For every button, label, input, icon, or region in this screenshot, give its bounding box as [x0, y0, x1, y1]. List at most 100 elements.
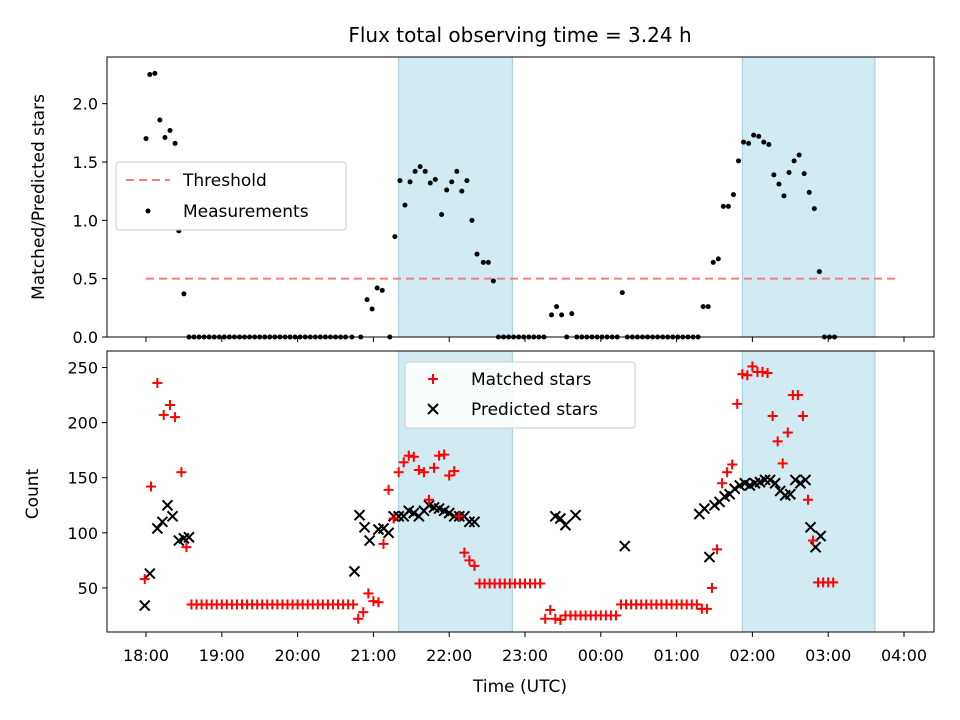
- x-tick-label: 20:00: [275, 646, 321, 665]
- measurement-point: [167, 128, 173, 133]
- measurement-point: [364, 297, 370, 303]
- predicted-marker: [363, 534, 376, 547]
- matched-marker: [176, 467, 187, 478]
- x-tick-label: 03:00: [805, 646, 851, 665]
- matched-marker: [762, 368, 773, 379]
- measurement-point: [559, 312, 565, 318]
- matched-markers: [139, 361, 839, 625]
- cross-stroke-b: [438, 505, 450, 517]
- bottom-plot-frame: [106, 350, 935, 633]
- matched-marker: [383, 484, 394, 495]
- cross-stroke-b: [759, 474, 771, 486]
- cross-stroke-b: [559, 519, 572, 531]
- cross-stroke-b: [554, 512, 567, 525]
- matched-marker: [158, 409, 169, 420]
- predicted-marker: [166, 510, 179, 523]
- measurement-point: [751, 132, 757, 138]
- cross-stroke-b: [348, 565, 361, 578]
- matched-marker: [742, 370, 753, 381]
- cross-stroke-b: [789, 474, 802, 486]
- legend-matched-swatch: [428, 374, 438, 384]
- predicted-marker: [156, 516, 169, 528]
- measurement-point: [374, 285, 380, 291]
- cross-stroke-b: [794, 477, 807, 489]
- y-tick-label: 0.0: [73, 328, 98, 347]
- predicted-marker: [804, 521, 817, 534]
- legend-predicted-swatch: [427, 403, 439, 415]
- cross-stroke-b: [392, 510, 405, 523]
- legend-matched-label: Matched stars: [471, 370, 591, 390]
- cross-stroke-b: [423, 499, 435, 511]
- matched-marker: [449, 466, 460, 477]
- cross-stroke-b: [156, 516, 169, 528]
- top-y-axis-label: Matched/Predicted stars: [29, 94, 49, 300]
- top-x-tick-marks: [145, 337, 905, 342]
- matched-marker: [398, 457, 409, 468]
- matched-marker: [423, 494, 434, 505]
- cross-stroke-b: [151, 522, 164, 535]
- measurement-point: [444, 187, 450, 193]
- matched-marker: [373, 597, 384, 608]
- cross-stroke-b: [764, 474, 776, 486]
- bottom-panel: 50 100 150 200 250 18:00 19:00 20:00 21:00 22:00…: [23, 350, 935, 697]
- cross-stroke-b: [183, 531, 195, 543]
- x-tick-label: 02:00: [729, 646, 775, 665]
- cross-stroke-b: [443, 507, 455, 519]
- matched-marker: [550, 613, 561, 624]
- predicted-marker: [559, 519, 572, 531]
- x-tick-label: 19:00: [199, 646, 245, 665]
- measurement-point: [776, 181, 782, 187]
- cross-stroke-b: [144, 567, 156, 580]
- measurement-point: [392, 234, 398, 240]
- predicted-marker: [151, 522, 164, 535]
- measurement-point: [459, 188, 465, 194]
- matched-marker: [348, 599, 359, 610]
- predicted-marker: [799, 474, 812, 486]
- cross-stroke-b: [166, 510, 179, 523]
- predicted-marker: [569, 509, 582, 521]
- measurement-point: [715, 256, 721, 262]
- predicted-marker: [139, 599, 151, 612]
- cross-stroke-b: [729, 483, 741, 495]
- cross-stroke-b: [428, 501, 440, 514]
- matched-marker: [732, 398, 743, 409]
- predicted-marker: [698, 502, 711, 515]
- measurement-point: [736, 158, 742, 164]
- cross-stroke-b: [698, 502, 711, 515]
- matched-marker: [792, 390, 803, 401]
- matched-marker: [701, 603, 712, 614]
- predicted-marker: [382, 527, 395, 539]
- cross-stroke-b: [448, 510, 460, 523]
- predicted-marker: [358, 521, 371, 534]
- matched-marker: [535, 578, 546, 589]
- matched-marker: [540, 613, 551, 624]
- y-tick-label: 2.0: [73, 95, 98, 114]
- predicted-marker: [759, 474, 771, 486]
- matched-marker: [722, 467, 733, 478]
- cross-stroke-b: [139, 599, 151, 612]
- matched-marker: [388, 513, 399, 524]
- measurement-point: [781, 193, 787, 199]
- bottom-y-axis-label: Count: [23, 468, 43, 519]
- measurement-point: [397, 178, 403, 184]
- measurement-point: [379, 287, 385, 293]
- legend-threshold-label: Threshold: [182, 171, 267, 191]
- measurement-point: [549, 312, 555, 318]
- predicted-marker: [794, 477, 807, 489]
- matched-marker: [737, 369, 748, 380]
- measurement-point: [619, 290, 625, 296]
- cross-stroke-b: [353, 509, 366, 521]
- cross-stroke-b: [619, 540, 631, 552]
- cross-stroke-b: [433, 502, 445, 515]
- matched-marker: [454, 511, 465, 522]
- predicted-marker: [392, 510, 405, 523]
- measurement-point: [422, 168, 428, 174]
- matched-marker: [459, 547, 470, 558]
- matched-marker: [358, 607, 369, 618]
- measurement-point: [402, 202, 408, 208]
- y-tick-label: 1.5: [73, 153, 98, 172]
- predicted-marker: [619, 540, 631, 552]
- measurement-point: [157, 117, 163, 123]
- predicted-marker: [554, 512, 567, 525]
- x-tick-label: 23:00: [502, 646, 548, 665]
